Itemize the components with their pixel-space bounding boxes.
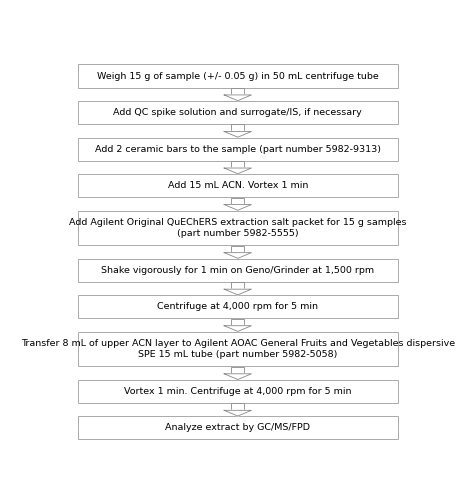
Text: Shake vigorously for 1 min on Geno/Grinder at 1,500 rpm: Shake vigorously for 1 min on Geno/Grind…: [101, 266, 374, 275]
Bar: [78, 138, 397, 161]
Bar: [78, 258, 397, 282]
Text: Add 15 mL ACN. Vortex 1 min: Add 15 mL ACN. Vortex 1 min: [167, 181, 307, 190]
Polygon shape: [224, 131, 251, 137]
Bar: [231, 198, 244, 205]
Text: Vortex 1 min. Centrifuge at 4,000 rpm for 5 min: Vortex 1 min. Centrifuge at 4,000 rpm fo…: [124, 387, 351, 396]
Bar: [78, 174, 397, 197]
Bar: [231, 403, 244, 410]
Polygon shape: [224, 252, 251, 258]
Text: Transfer 8 mL of upper ACN layer to Agilent AOAC General Fruits and Vegetables d: Transfer 8 mL of upper ACN layer to Agil…: [21, 339, 454, 359]
Text: Analyze extract by GC/MS/FPD: Analyze extract by GC/MS/FPD: [165, 424, 310, 433]
Bar: [231, 161, 244, 168]
Bar: [231, 367, 244, 374]
Bar: [231, 282, 244, 289]
Polygon shape: [224, 168, 251, 174]
Text: Centrifuge at 4,000 rpm for 5 min: Centrifuge at 4,000 rpm for 5 min: [157, 302, 318, 311]
Bar: [78, 211, 397, 246]
Bar: [231, 124, 244, 131]
Text: Add 2 ceramic bars to the sample (part number 5982-9313): Add 2 ceramic bars to the sample (part n…: [94, 145, 380, 154]
Polygon shape: [224, 289, 251, 295]
Bar: [78, 332, 397, 366]
Bar: [231, 88, 244, 95]
Bar: [231, 246, 244, 252]
Bar: [78, 417, 397, 440]
Polygon shape: [224, 410, 251, 416]
Polygon shape: [224, 326, 251, 331]
Text: Add QC spike solution and surrogate/IS, if necessary: Add QC spike solution and surrogate/IS, …: [113, 108, 362, 117]
Text: Weigh 15 g of sample (+/- 0.05 g) in 50 mL centrifuge tube: Weigh 15 g of sample (+/- 0.05 g) in 50 …: [97, 71, 378, 80]
Polygon shape: [224, 205, 251, 210]
Text: Add Agilent Original QuEChERS extraction salt packet for 15 g samples
(part numb: Add Agilent Original QuEChERS extraction…: [69, 218, 406, 238]
Bar: [78, 101, 397, 124]
Polygon shape: [224, 374, 251, 380]
Bar: [78, 295, 397, 318]
Bar: [78, 64, 397, 87]
Bar: [231, 319, 244, 326]
Bar: [78, 380, 397, 403]
Polygon shape: [224, 95, 251, 101]
